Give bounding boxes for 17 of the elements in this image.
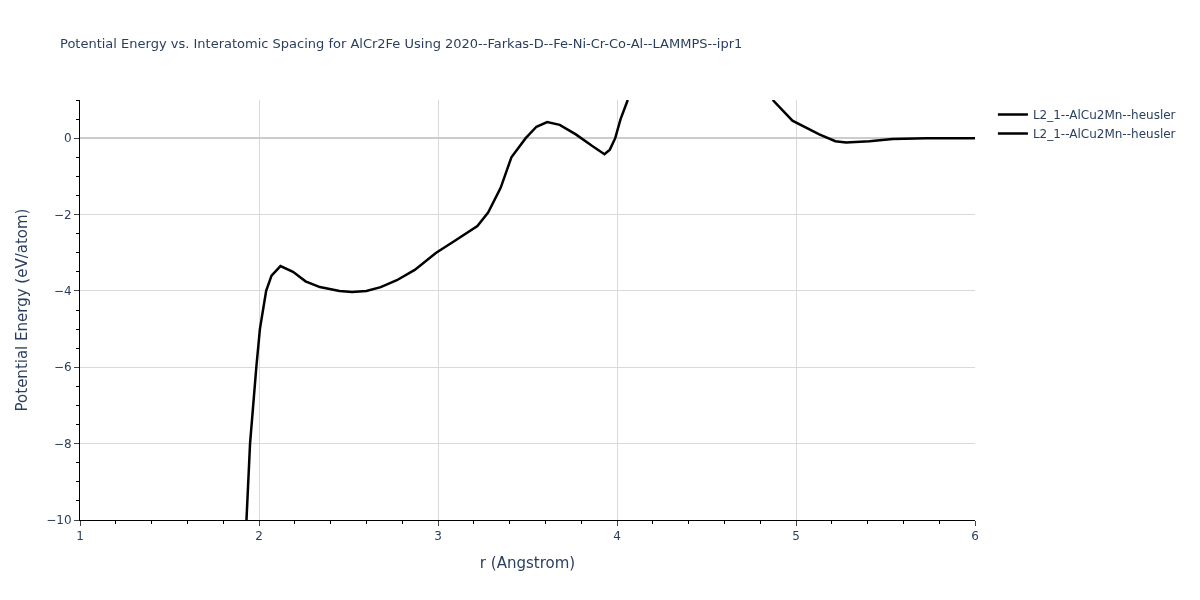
y-tick-label: −10 xyxy=(46,513,72,528)
x-tick-label: 3 xyxy=(434,529,442,544)
y-tick-label: −6 xyxy=(53,360,72,375)
x-tick-label: 4 xyxy=(613,529,621,544)
chart-title: Potential Energy vs. Interatomic Spacing for AlCr2Fe Using 2020--Farkas-D--Fe-Ni-Cr-Co-Al--LAMMPS--ipr1 xyxy=(60,36,743,52)
y-axis-title: Potential Energy (eV/atom) xyxy=(12,208,31,412)
y-tick-label: 0 xyxy=(63,131,72,146)
x-tick-label: 1 xyxy=(76,529,84,544)
legend-label: L2_1--AlCu2Mn--heusler xyxy=(1032,108,1176,123)
y-tick-label: −4 xyxy=(53,284,72,299)
x-axis-title: r (Angstrom) xyxy=(479,554,576,573)
x-tick-label: 6 xyxy=(971,529,979,544)
x-tick-label: 5 xyxy=(792,529,800,544)
y-tick-label: −2 xyxy=(53,207,72,222)
legend-label: L2_1--AlCu2Mn--heusler xyxy=(1032,127,1176,142)
y-tick-label: −8 xyxy=(53,436,72,451)
x-tick-label: 2 xyxy=(255,529,263,544)
